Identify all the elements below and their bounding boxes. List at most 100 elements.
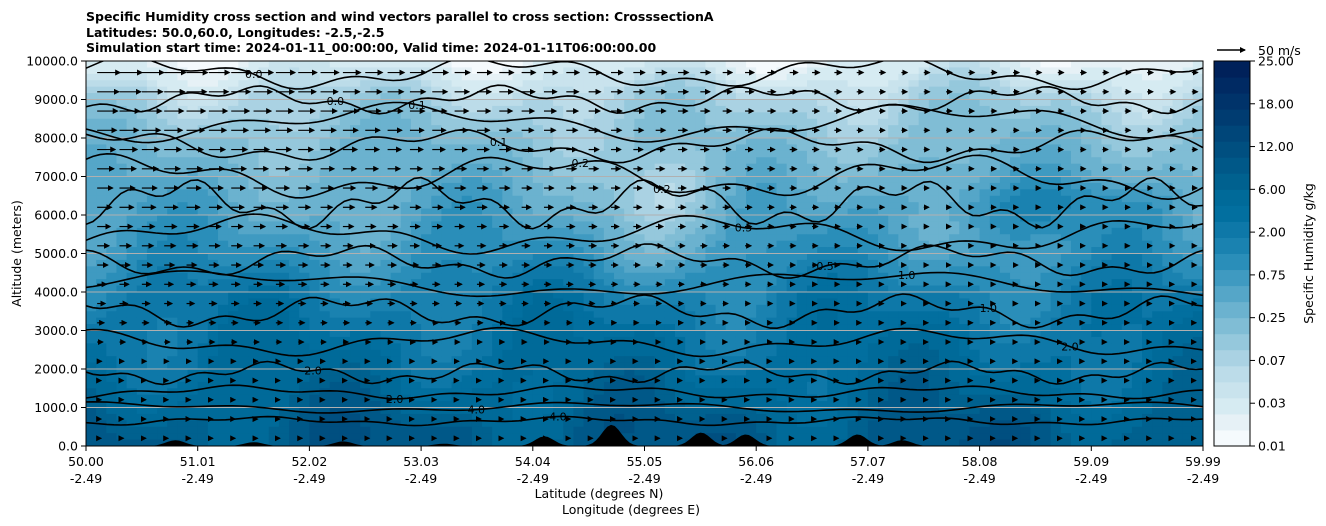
humidity-cell [380,202,392,210]
humidity-cell [796,144,808,152]
humidity-cell [380,362,392,370]
humidity-cell [471,311,483,319]
humidity-cell [847,195,859,203]
humidity-cell [756,202,767,210]
humidity-cell [806,413,818,421]
humidity-cell [624,298,635,306]
humidity-cell [786,176,798,184]
humidity-cell [644,330,656,338]
humidity-cell [685,125,696,133]
humidity-cell [756,394,767,402]
humidity-cell [370,330,382,338]
humidity-cell [766,420,778,428]
humidity-cell [482,112,493,120]
humidity-cell [350,362,361,370]
humidity-cell [278,112,290,120]
humidity-cell [542,112,554,120]
humidity-cell [431,208,442,216]
humidity-cell [532,221,544,229]
humidity-cell [126,73,138,81]
humidity-cell [360,266,371,274]
humidity-cell [451,221,463,229]
humidity-cell [685,112,696,120]
humidity-cell [583,420,595,428]
humidity-cell [410,253,422,261]
humidity-cell [603,388,615,396]
humidity-cell [136,356,148,364]
humidity-cell [888,221,899,229]
humidity-cell [857,426,869,434]
humidity-cell [299,356,310,364]
humidity-cell [502,253,514,261]
humidity-cell [451,311,463,319]
humidity-cell [776,279,788,287]
humidity-cell [908,247,920,255]
humidity-cell [268,285,280,293]
humidity-cell [167,157,178,165]
humidity-cell [898,67,910,75]
humidity-cell [918,272,930,280]
humidity-cell [421,163,432,171]
humidity-cell [248,388,260,396]
humidity-cell [390,317,402,325]
humidity-cell [674,381,686,389]
humidity-cell [400,285,412,293]
humidity-cell [309,311,321,319]
humidity-cell [482,125,493,133]
humidity-cell [350,317,361,325]
humidity-cell [319,157,331,165]
humidity-cell [350,285,361,293]
humidity-cell [146,118,158,126]
humidity-cell [715,125,727,133]
humidity-cell [167,401,178,409]
humidity-cell [847,259,859,267]
humidity-cell [187,266,199,274]
humidity-cell [471,336,483,344]
humidity-cell [563,401,575,409]
humidity-cell [268,227,280,235]
humidity-cell [410,150,422,158]
humidity-cell [380,413,392,421]
humidity-cell [695,311,707,319]
humidity-cell [197,401,209,409]
humidity-cell [735,189,747,197]
humidity-cell [268,67,280,75]
humidity-cell [746,227,757,235]
humidity-cell [898,381,910,389]
humidity-cell [542,420,554,428]
humidity-cell [451,362,463,370]
humidity-cell [685,208,696,216]
humidity-cell [86,375,97,383]
humidity-cell [634,413,646,421]
humidity-cell [715,426,727,434]
humidity-cell [360,240,371,248]
humidity-cell [96,439,107,446]
humidity-cell [624,420,635,428]
humidity-cell [532,356,544,364]
humidity-cell [167,349,178,357]
humidity-cell [248,330,260,338]
humidity-cell [329,279,341,287]
humidity-cell [146,324,158,332]
humidity-cell [319,138,331,146]
humidity-cell [786,93,798,101]
humidity-cell [512,381,524,389]
humidity-cell [542,93,554,101]
humidity-cell [837,99,849,107]
humidity-cell [106,362,118,370]
humidity-cell [553,304,564,312]
humidity-cell [512,426,524,434]
humidity-cell [258,362,270,370]
humidity-cell [603,170,615,178]
humidity-cell [380,375,392,383]
humidity-cell [756,163,767,171]
humidity-cell [197,304,209,312]
humidity-cell [502,375,514,383]
humidity-cell [238,118,250,126]
humidity-cell [309,240,321,248]
humidity-cell [248,381,260,389]
humidity-cell [878,388,889,396]
humidity-cell [86,80,97,88]
humidity-cell [431,221,442,229]
humidity-cell [918,80,930,88]
